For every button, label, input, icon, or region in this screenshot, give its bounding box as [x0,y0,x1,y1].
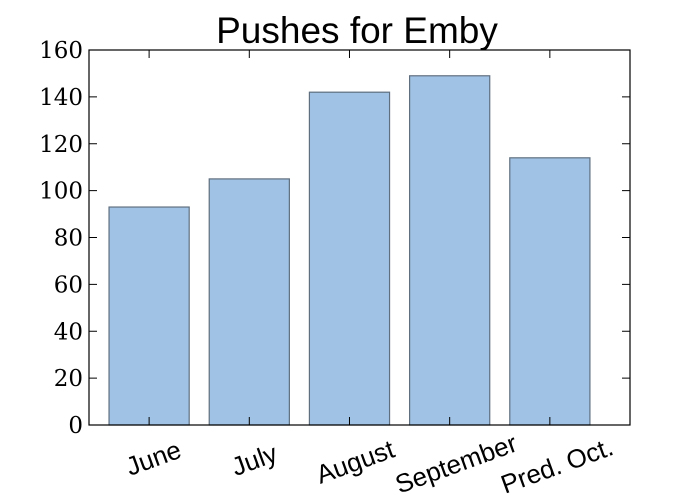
y-tick-label: 100 [39,179,83,205]
chart-title: Pushes for Emby [216,10,498,51]
bar-june [108,206,190,426]
bar-september [408,75,491,426]
y-tick-label: 160 [39,38,83,64]
y-tick-label: 60 [54,272,83,298]
x-tick-label: July [227,438,281,482]
bar-pred-oct [509,157,591,426]
y-tick-label: 80 [54,226,83,252]
x-tick-label: September [391,428,521,500]
bars-layer [108,75,591,426]
bar-july [208,178,290,426]
y-tick-label: 0 [68,413,83,439]
y-tick-label: 40 [54,319,83,345]
y-tick-label: 120 [39,132,83,158]
bar-august [308,91,391,426]
x-tick-label: June [122,434,185,481]
y-tick-label: 140 [39,85,83,111]
y-axis: 0 20 40 60 80 100 120 140 160 [39,38,630,439]
y-tick-label: 20 [54,366,83,392]
x-tick-label: August [312,433,399,489]
